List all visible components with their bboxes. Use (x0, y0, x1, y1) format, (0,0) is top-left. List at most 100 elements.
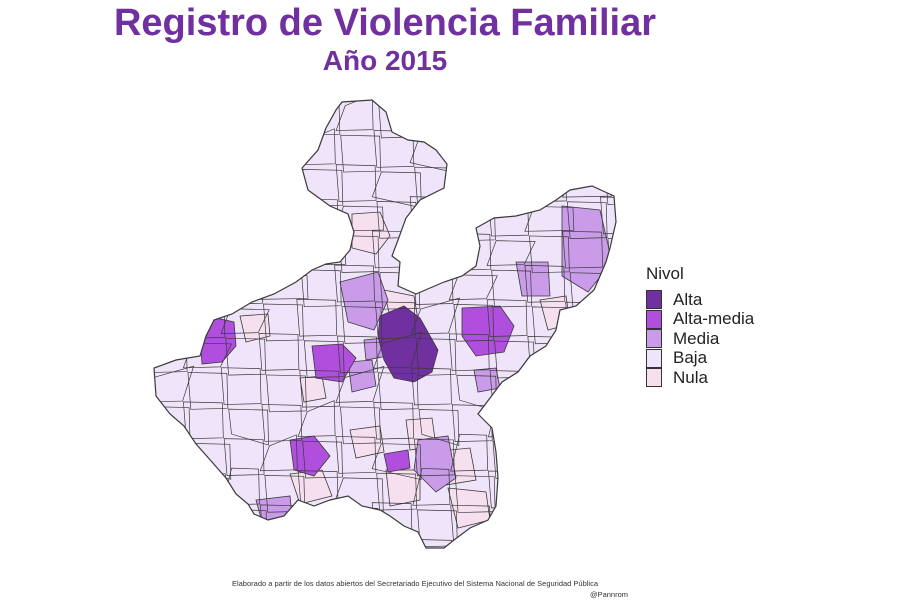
municipality-border-41 (222, 195, 261, 234)
municipality-border-139 (492, 441, 534, 479)
legend-swatch-baja (646, 348, 662, 368)
municipality-border-25 (599, 137, 616, 175)
municipality-border-137 (414, 438, 455, 477)
municipality-border-98 (415, 338, 457, 376)
municipality-border-78 (154, 305, 192, 344)
municipality-border-126 (487, 399, 526, 438)
municipality-border-14 (183, 129, 224, 168)
municipality-border-132 (223, 438, 265, 476)
municipality-border-11 (568, 100, 610, 139)
municipality-border-51 (600, 196, 616, 235)
map-title: Registro de Violencia Familiar (113, 2, 657, 44)
municipality-border-82 (296, 298, 338, 337)
municipality-border-77 (603, 267, 616, 306)
municipality-border-181 (602, 539, 616, 548)
municipality-border-99 (448, 333, 490, 372)
municipality-border-136 (371, 443, 422, 481)
municipality-border-178 (491, 541, 532, 548)
municipality-border-111 (411, 367, 452, 406)
municipality-border-83 (341, 306, 383, 344)
municipality-border-65 (154, 264, 185, 302)
author-credit: @Pannrom (589, 590, 628, 599)
municipality-border-13 (154, 134, 191, 173)
municipality-border-26 (154, 163, 187, 202)
municipality-border-143 (154, 477, 194, 514)
municipality-border-170 (188, 543, 230, 548)
municipality-border-59 (417, 237, 458, 276)
municipality-border-169 (154, 536, 185, 548)
municipality-border-135 (335, 436, 377, 474)
municipality-border-10 (525, 100, 564, 132)
municipality-border-93 (225, 337, 267, 376)
municipality-border-12 (601, 100, 616, 134)
municipality-border-142 (604, 438, 616, 477)
municipality-border-180 (569, 544, 611, 548)
municipality-border-106 (220, 367, 262, 405)
municipality-alta-media-4 (383, 449, 411, 473)
municipality-border-123 (373, 401, 415, 440)
municipality-border-39 (154, 205, 194, 243)
municipality-nula-3 (299, 375, 327, 403)
municipality-border-176 (412, 539, 454, 548)
municipality-border-2 (221, 100, 262, 134)
legend-label-alta: Alta (673, 289, 703, 309)
municipality-border-167 (562, 502, 603, 541)
municipality-border-21 (452, 132, 493, 171)
municipality-border-154 (566, 473, 608, 511)
municipality-border-34 (450, 162, 489, 200)
municipality-border-120 (261, 404, 303, 442)
municipality-border-49 (524, 206, 575, 232)
municipality-border-130 (154, 435, 186, 474)
municipality-border-80 (220, 308, 270, 334)
municipality-border-29 (260, 161, 298, 200)
municipality-border-67 (222, 266, 264, 305)
municipality-border-134 (302, 440, 343, 479)
municipality-border-7 (411, 100, 453, 134)
municipality-border-5 (335, 100, 374, 131)
municipality-nula-5 (349, 425, 385, 459)
municipality-border-122 (340, 406, 381, 445)
municipality-border-70 (334, 264, 375, 303)
municipality-border-96 (337, 335, 378, 374)
municipality-border-3 (266, 102, 307, 140)
municipality-border-161 (338, 507, 380, 545)
legend-item-media: Media (646, 329, 754, 349)
municipality-border-69 (300, 269, 342, 308)
municipality-border-50 (566, 201, 608, 239)
municipality-border-121 (297, 400, 336, 437)
municipality-border-133 (259, 434, 298, 472)
municipality-border-144 (185, 472, 227, 511)
municipality-border-23 (530, 135, 572, 173)
municipality-border-53 (181, 230, 223, 268)
municipality-border-56 (296, 239, 347, 266)
municipality-border-18 (340, 134, 381, 173)
municipality-media-4 (347, 359, 377, 393)
municipality-border-0 (154, 100, 195, 131)
municipality-border-31 (335, 164, 377, 202)
municipality-border-104 (154, 365, 195, 403)
municipality-border-179 (524, 536, 565, 548)
legend-label-nula: Nula (673, 367, 708, 387)
municipality-regions (154, 100, 616, 548)
municipality-border-175 (379, 543, 420, 548)
map-legend: Nivol Alta Alta-media Media Baja Nula (646, 264, 754, 388)
municipality-border-157 (184, 501, 223, 540)
legend-item-baja: Baja (646, 348, 754, 369)
legend-label-alta-media: Alta-media (673, 309, 755, 329)
municipality-border-103 (606, 338, 616, 377)
municipality-border-165 (486, 512, 537, 538)
legend-swatch-alta (646, 290, 662, 310)
municipality-border-171 (222, 538, 263, 548)
municipality-border-110 (377, 372, 419, 410)
municipality-border-174 (333, 536, 375, 548)
municipality-border-109 (335, 365, 385, 403)
municipality-border-84 (374, 301, 416, 340)
municipality-border-150 (412, 468, 451, 506)
municipality-border-125 (451, 404, 493, 442)
municipality-border-172 (258, 545, 309, 548)
municipality-border-66 (189, 271, 230, 310)
municipality-border-114 (525, 366, 564, 404)
municipality-border-140 (525, 436, 567, 474)
legend-swatch-media (646, 329, 662, 349)
